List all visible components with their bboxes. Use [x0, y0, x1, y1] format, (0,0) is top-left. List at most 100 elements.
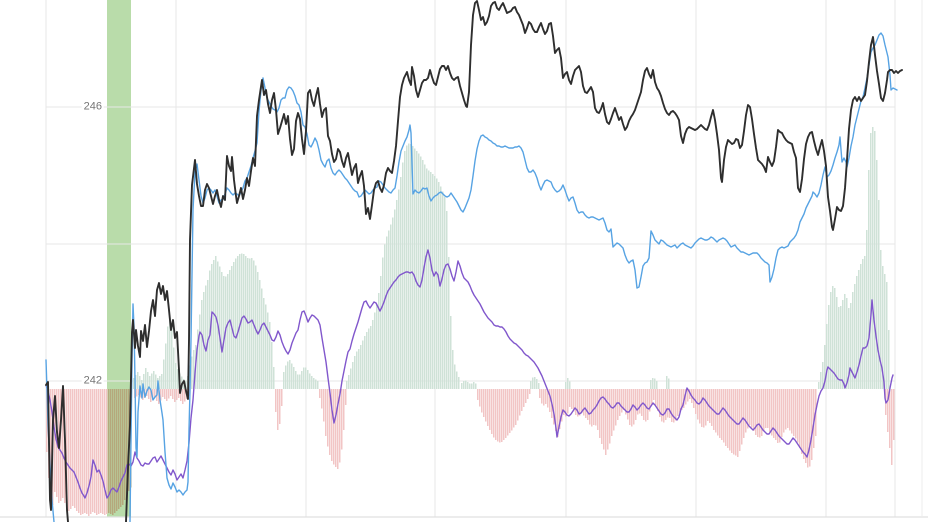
histogram-bar-negative	[601, 389, 603, 444]
histogram-bar-negative	[627, 389, 629, 420]
histogram-bar-positive	[824, 345, 826, 389]
histogram-bar-negative	[343, 389, 345, 430]
histogram-bar-negative	[723, 389, 725, 443]
histogram-bar-positive	[370, 326, 372, 389]
histogram-bar-positive	[822, 362, 824, 389]
histogram-bar-positive	[169, 316, 171, 389]
histogram-bar-positive	[303, 367, 305, 389]
histogram-bar-negative	[76, 389, 78, 511]
histogram-bar-negative	[521, 389, 523, 411]
histogram-bar-positive	[450, 316, 452, 389]
histogram-bar-positive	[842, 300, 844, 389]
histogram-bar-negative	[515, 389, 517, 425]
histogram-bar-negative	[553, 389, 555, 425]
histogram-bar-negative	[629, 389, 631, 425]
histogram-bar-negative	[687, 389, 689, 402]
histogram-bar-negative	[783, 389, 785, 433]
histogram-bar-positive	[532, 377, 534, 389]
histogram-bar-negative	[781, 389, 783, 437]
histogram-bar-negative	[80, 389, 82, 515]
histogram-bar-negative	[681, 389, 683, 410]
histogram-bar-positive	[830, 292, 832, 389]
histogram-bar-positive	[283, 372, 285, 389]
histogram-bar-positive	[404, 151, 406, 389]
histogram-bar-negative	[673, 389, 675, 423]
histogram-bar-negative	[689, 389, 691, 399]
histogram-bar-negative	[168, 389, 170, 399]
histogram-bar-negative	[809, 389, 811, 467]
histogram-bar-negative	[86, 389, 88, 514]
histogram-bar-negative	[489, 389, 491, 430]
histogram-bar-negative	[507, 389, 509, 436]
histogram-bar-negative	[683, 389, 685, 408]
histogram-bar-positive	[358, 349, 360, 389]
histogram-bar-positive	[458, 377, 460, 389]
histogram-bar-negative	[675, 389, 677, 421]
histogram-bar-negative	[771, 389, 773, 436]
histogram-bar-negative	[136, 389, 138, 397]
histogram-bar-negative	[667, 389, 669, 418]
histogram-bar-negative	[747, 389, 749, 429]
histogram-bar-positive	[293, 367, 295, 389]
histogram-bar-positive	[384, 244, 386, 389]
histogram-bar-positive	[368, 328, 370, 389]
price-black-line	[125, 0, 903, 522]
histogram-bar-positive	[223, 276, 225, 389]
histogram-bar-positive	[846, 298, 848, 389]
histogram-bar-positive	[354, 356, 356, 389]
histogram-bar-negative	[329, 389, 331, 455]
histogram-bar-negative	[615, 389, 617, 426]
histogram-bar-positive	[874, 131, 876, 389]
histogram-bar-positive	[668, 378, 670, 389]
histogram-bar-positive	[378, 293, 380, 389]
histogram-bar-positive	[530, 381, 532, 389]
histogram-bar-positive	[878, 200, 880, 389]
histogram-bar-negative	[569, 389, 571, 407]
histogram-bar-positive	[436, 178, 438, 389]
histogram-bar-positive	[446, 211, 448, 389]
histogram-bar-positive	[376, 304, 378, 389]
histogram-bar-positive	[295, 371, 297, 389]
histogram-bar-positive	[191, 356, 193, 389]
histogram-bar-positive	[309, 373, 311, 389]
histogram-bar-positive	[420, 156, 422, 389]
histogram-bar-positive	[428, 170, 430, 389]
histogram-bar-negative	[172, 389, 174, 399]
histogram-bar-negative	[633, 389, 635, 425]
histogram-bar-positive	[856, 276, 858, 389]
histogram-bar-negative	[66, 389, 68, 508]
histogram-bar-negative	[717, 389, 719, 436]
histogram-bar-negative	[775, 389, 777, 440]
histogram-bar-negative	[72, 389, 74, 506]
histogram-bar-negative	[511, 389, 513, 431]
histogram-bar-positive	[858, 270, 860, 389]
histogram-bar-negative	[793, 389, 795, 436]
histogram-bar-negative	[651, 389, 653, 405]
histogram-bar-negative	[589, 389, 591, 425]
histogram-bar-positive	[569, 381, 571, 389]
histogram-bar-positive	[880, 250, 882, 389]
histogram-bar-positive	[868, 170, 870, 389]
histogram-bar-positive	[438, 182, 440, 389]
histogram-bar-negative	[82, 389, 84, 514]
histogram-bar-negative	[126, 389, 128, 496]
histogram-bar-positive	[155, 374, 157, 389]
histogram-bar-negative	[607, 389, 609, 450]
histogram-bar-positive	[271, 342, 273, 389]
histogram-bar-positive	[311, 376, 313, 389]
histogram-bar-negative	[739, 389, 741, 451]
histogram-bar-negative	[543, 389, 545, 406]
histogram-bar-negative	[164, 389, 166, 399]
histogram-bar-negative	[549, 389, 551, 412]
histogram-bar-negative	[501, 389, 503, 442]
histogram-bar-negative	[337, 389, 339, 469]
histogram-bar-negative	[275, 389, 277, 412]
histogram-bar-positive	[153, 371, 155, 389]
histogram-bar-negative	[122, 389, 124, 505]
histogram-bar-positive	[197, 329, 199, 389]
histogram-bar-positive	[163, 359, 165, 389]
histogram-bar-positive	[418, 153, 420, 389]
histogram-bar-positive	[406, 145, 408, 389]
